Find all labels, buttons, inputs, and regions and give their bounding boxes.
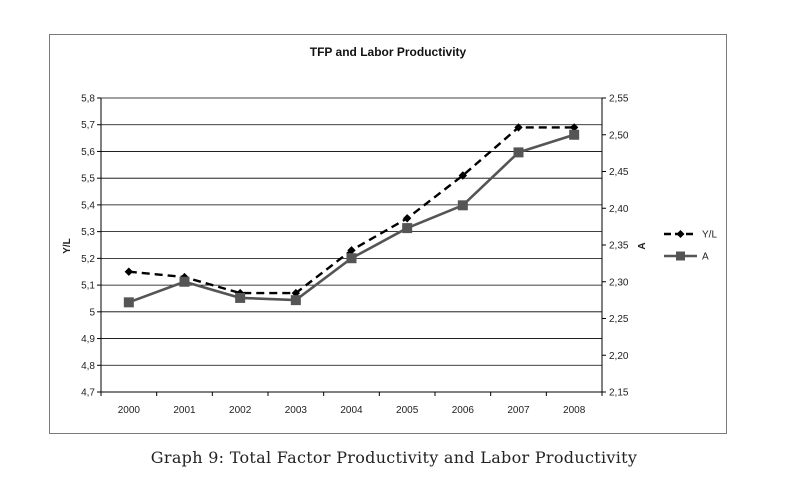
y-left-tick-label: 5,2 [81, 254, 95, 265]
x-tick-label: 2002 [229, 405, 252, 416]
marker-a-point [513, 147, 524, 158]
series-line-yl [128, 126, 575, 295]
x-tick-label: 2001 [173, 405, 196, 416]
series-group [123, 123, 580, 308]
marker-a-point [346, 253, 357, 264]
figure-caption: Graph 9: Total Factor Productivity and L… [150, 448, 638, 467]
marker-a-point [179, 276, 190, 287]
y-left-tick-label: 5 [89, 307, 95, 318]
x-ticks: 2000 2001 2002 2003 2004 2005 2006 2007 2008 [100, 392, 603, 416]
marker-a-point [457, 200, 468, 211]
legend-marker [676, 230, 685, 238]
y-right-tick-label: 2,20 [609, 351, 629, 362]
x-tick-label: 2008 [563, 405, 586, 416]
axes [100, 98, 603, 393]
marker-yl-point [458, 171, 468, 180]
legend: Y/L A [664, 230, 717, 263]
y-left-tick-label: 4,8 [81, 361, 95, 372]
gridlines [101, 97, 602, 393]
y-left-tick-label: 5,1 [81, 281, 95, 292]
marker-a-point [402, 223, 413, 234]
marker-a-point [290, 295, 301, 306]
y-left-tick-label: 5,5 [81, 174, 95, 185]
y-right-tick-label: 2,30 [609, 277, 629, 288]
x-tick-label: 2006 [452, 405, 475, 416]
marker-yl-point [569, 123, 579, 132]
marker-yl-point [514, 123, 523, 132]
y-right-tick-label: 2,35 [609, 241, 629, 252]
x-tick-label: 2007 [507, 405, 530, 416]
y-left-tick-label: 5,7 [81, 120, 95, 131]
marker-yl-point [124, 267, 134, 276]
y-left-tick-label: 5,6 [81, 147, 95, 158]
marker-a-point [235, 292, 246, 303]
x-tick-label: 2000 [118, 405, 141, 416]
x-tick-label: 2005 [396, 405, 419, 416]
chart-title: TFP and Labor Productivity [310, 45, 467, 59]
x-tick-label: 2004 [340, 405, 363, 416]
chart-frame [49, 34, 727, 434]
x-tick-label: 2003 [285, 405, 308, 416]
y-left-tick-label: 5,3 [81, 227, 95, 238]
y-right-label: A [637, 242, 648, 249]
legend-label: A [702, 252, 709, 263]
y-right-tick-label: 2,55 [609, 94, 629, 105]
series-line-a [128, 133, 575, 304]
marker-a-point [123, 297, 134, 308]
marker-a-point [569, 129, 580, 140]
y-left-tick-label: 5,4 [81, 200, 95, 211]
legend-label: Y/L [702, 230, 717, 241]
y-left-tick-label: 5,8 [81, 94, 95, 105]
y-right-tick-label: 2,45 [609, 167, 629, 178]
y-left-label: Y/L [62, 238, 73, 254]
y-left-tick-label: 4,7 [81, 388, 95, 399]
marker-yl-point [402, 214, 412, 223]
y-right-tick-label: 2,25 [609, 314, 629, 325]
y-right-tick-label: 2,15 [609, 388, 629, 399]
y-left-ticks: 4,7 4,8 4,9 5 5,1 5,2 5,3 5,4 5,5 5,6 5,7 5,8 [81, 94, 101, 399]
y-right-tick-label: 2,40 [609, 204, 629, 215]
y-right-ticks: 2,15 2,20 2,25 2,30 2,35 2,40 2,45 2,50 2,55 [602, 94, 629, 399]
marker-yl-point [347, 246, 356, 255]
y-right-tick-label: 2,50 [609, 130, 629, 141]
y-left-tick-label: 4,9 [81, 334, 95, 345]
legend-marker [676, 251, 685, 261]
